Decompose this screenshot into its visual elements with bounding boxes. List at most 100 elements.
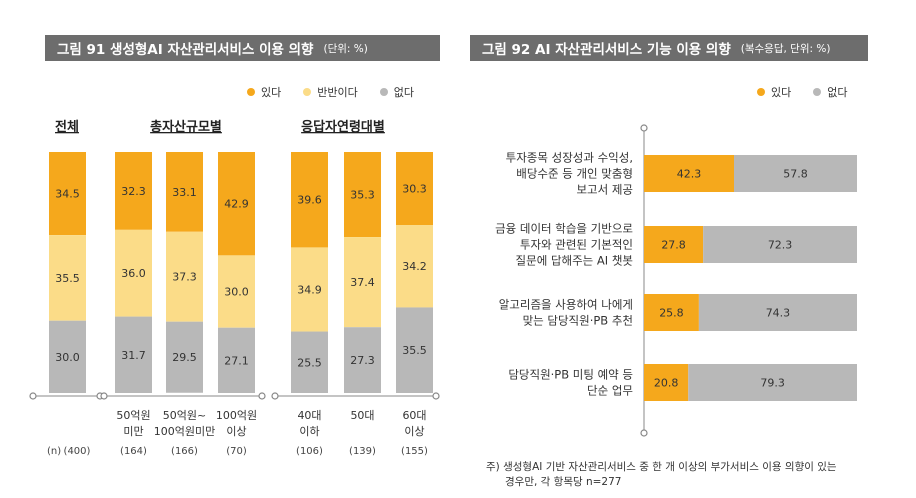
data-label: 39.6 <box>297 194 322 207</box>
data-label: 33.1 <box>172 186 197 199</box>
bar-segment <box>49 235 86 321</box>
footnote-line-1: 주) 생성형AI 기반 자산관리서비스 중 한 개 이상의 부가서비스 이용 의… <box>486 461 837 473</box>
legend-no-label: 없다 <box>393 86 414 99</box>
bar-segment <box>218 327 255 393</box>
axis-end-marker <box>100 392 108 400</box>
bar-segment <box>115 316 152 393</box>
category-label: 이상 <box>404 425 424 438</box>
n-value: (400) <box>64 446 91 457</box>
category-label: 배당수준 등 개인 맞춤형 <box>516 167 633 181</box>
legend-item-half: 반반이다 <box>303 84 358 100</box>
bar-segment <box>396 152 433 226</box>
bar-segment <box>166 321 203 393</box>
legend-no-label: 없다 <box>827 86 848 99</box>
category-label: 투자와 관련된 기본적인 <box>520 238 633 252</box>
data-label: 27.8 <box>661 239 686 252</box>
bar-segment <box>291 247 328 332</box>
data-label: 32.3 <box>121 185 146 198</box>
axis-end-marker <box>271 392 279 400</box>
category-label: 100억원미만 <box>154 425 215 438</box>
fig92-header: 그림 92 AI 자산관리서비스 기능 이용 의향 (복수응답, 단위: %) <box>470 35 868 61</box>
category-label: 이하 <box>299 424 319 438</box>
bar-segment <box>698 294 857 331</box>
bar-segment <box>291 331 328 393</box>
legend-yes-dot <box>247 88 255 96</box>
fig91-header: 그림 91 생성형AI 자산관리서비스 이용 의향 (단위: %) <box>45 35 440 61</box>
category-label: 100억원 <box>216 409 257 422</box>
data-label: 57.8 <box>783 168 808 181</box>
bar-segment <box>644 226 704 263</box>
category-label: 40대 <box>297 409 321 422</box>
data-label: 29.5 <box>172 351 197 364</box>
bar-segment <box>344 327 381 393</box>
data-label: 37.3 <box>172 271 197 284</box>
legend-item-yes: 있다 <box>247 84 281 100</box>
bar-segment <box>644 294 699 331</box>
category-label: 미만 <box>123 425 143 438</box>
data-label: 74.3 <box>766 307 791 320</box>
data-label: 27.3 <box>350 354 375 367</box>
fig91-stacked-bar-chart: 전체 총자산규모별 응답자연령대별 (n) 34.5 35.5 30.0 32.3 36… <box>29 119 440 457</box>
group-title-assets: 총자산규모별 <box>150 119 222 135</box>
data-label: 30.0 <box>224 286 249 299</box>
legend-yes-dot <box>757 88 765 96</box>
fig91-title: 그림 91 생성형AI 자산관리서비스 이용 의향 <box>57 42 314 58</box>
bar-segment <box>115 152 152 230</box>
bar-segment <box>218 255 255 328</box>
data-label: 79.3 <box>760 377 785 390</box>
data-label: 34.9 <box>297 283 322 296</box>
bar-segment <box>49 320 86 393</box>
bar-segment <box>218 152 255 256</box>
bar-segment <box>291 152 328 248</box>
data-label: 30.3 <box>402 183 427 196</box>
data-label: 25.5 <box>297 356 322 369</box>
bar-segment <box>344 152 381 238</box>
axis-end-marker <box>640 429 648 437</box>
category-label: 이상 <box>226 425 246 438</box>
n-value: (166) <box>171 446 198 457</box>
fig92-axis-line <box>640 124 648 437</box>
data-label: 30.0 <box>55 351 80 364</box>
bar-segment <box>166 152 203 232</box>
group-title-age: 응답자연령대별 <box>301 119 385 135</box>
fig91-unit: (단위: %) <box>323 42 368 55</box>
n-value: (70) <box>226 446 247 457</box>
bar-segment <box>166 231 203 322</box>
bar-segment <box>396 307 433 393</box>
bar-segment <box>688 364 857 401</box>
legend-yes-label: 있다 <box>261 86 282 99</box>
fig91-axis-lines <box>29 392 440 400</box>
fig92-legend: 있다 없다 <box>757 84 848 100</box>
bar-segment <box>49 152 86 236</box>
legend-half-dot <box>303 88 312 96</box>
data-label: 25.8 <box>659 307 684 320</box>
axis-end-marker <box>432 392 440 400</box>
bar-segment <box>734 155 857 192</box>
category-label: 60대 <box>402 409 426 422</box>
legend-item-yes: 있다 <box>757 84 791 100</box>
data-label: 37.4 <box>350 276 375 289</box>
n-value: (155) <box>401 446 428 457</box>
category-label: 담당직원·PB 미팅 예약 등 <box>508 368 633 382</box>
data-label: 34.5 <box>55 188 80 201</box>
legend-no-dot <box>379 88 388 96</box>
legend-no-dot <box>813 88 822 96</box>
fig92-title: 그림 92 AI 자산관리서비스 기능 이용 의향 <box>482 42 731 58</box>
n-value: (106) <box>296 446 323 457</box>
axis-end-marker <box>29 392 37 400</box>
category-label: 단순 업무 <box>587 384 633 398</box>
fig92-unit: (복수응답, 단위: %) <box>740 42 831 55</box>
data-label: 31.7 <box>121 349 146 362</box>
data-label: 72.3 <box>768 239 793 252</box>
bar-segment <box>396 225 433 308</box>
data-label: 35.5 <box>402 344 427 357</box>
legend-item-no: 없다 <box>379 84 414 100</box>
category-label: 50대 <box>350 409 374 422</box>
fig91-bars: 34.5 35.5 30.0 32.3 36.0 31.7 33.1 37.3 29.5 42.9… <box>49 152 433 393</box>
data-label: 42.3 <box>677 168 702 181</box>
data-label: 27.1 <box>224 354 249 367</box>
legend-item-no: 없다 <box>813 84 848 100</box>
n-value: (139) <box>349 446 376 457</box>
